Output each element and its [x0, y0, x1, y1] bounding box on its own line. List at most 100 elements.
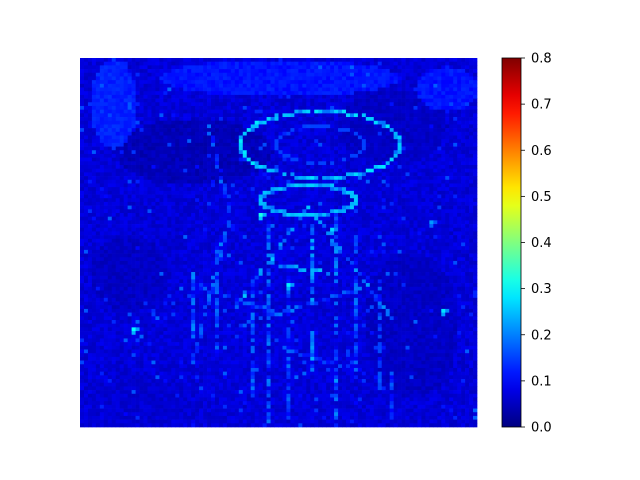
heatmap-cell: [111, 102, 117, 107]
heatmap-cell: [207, 205, 212, 210]
heatmap-cell: [87, 91, 93, 96]
heatmap-cell: [199, 135, 204, 140]
heatmap-cell: [397, 172, 402, 177]
heatmap-cell: [286, 65, 291, 70]
heatmap-cell: [139, 194, 144, 199]
heatmap-cell: [417, 150, 422, 155]
heatmap-cell: [211, 235, 216, 240]
heatmap-cell: [80, 238, 85, 243]
heatmap-cell: [91, 176, 97, 181]
heatmap-cell: [187, 105, 192, 111]
heatmap-cell: [175, 168, 180, 173]
heatmap-cell: [151, 212, 156, 218]
heatmap-cell: [163, 165, 168, 170]
heatmap-cell: [357, 194, 363, 199]
heatmap-cell: [469, 216, 474, 221]
heatmap-cell: [175, 72, 180, 77]
heatmap-cell: [218, 146, 224, 151]
heatmap-cell: [449, 157, 454, 162]
heatmap-cell: [393, 194, 398, 199]
heatmap-cell: [195, 117, 200, 122]
heatmap-cell: [159, 235, 164, 240]
heatmap-cell: [437, 124, 442, 129]
heatmap-cell: [242, 98, 248, 103]
heatmap-cell: [167, 105, 172, 111]
heatmap-cell: [294, 109, 299, 114]
heatmap-cell: [465, 165, 470, 170]
heatmap-cell: [139, 72, 144, 77]
heatmap-cell: [433, 80, 438, 85]
heatmap-cell: [326, 113, 331, 118]
heatmap-cell: [385, 183, 391, 188]
heatmap-cell: [306, 91, 311, 96]
heatmap-cell: [469, 212, 474, 218]
heatmap-cell: [401, 91, 406, 96]
heatmap-cell: [159, 190, 164, 195]
heatmap-cell: [107, 201, 113, 206]
heatmap-cell: [230, 179, 236, 184]
heatmap-cell: [199, 120, 204, 125]
heatmap-cell: [159, 58, 164, 63]
heatmap-cell: [207, 238, 212, 243]
heatmap-cell: [119, 61, 125, 66]
heatmap-cell: [270, 139, 275, 144]
heatmap-cell: [373, 190, 379, 195]
heatmap-cell: [203, 131, 208, 136]
heatmap-cell: [107, 235, 113, 240]
heatmap-cell: [139, 190, 144, 195]
heatmap-cell: [175, 238, 180, 243]
heatmap-cell: [250, 150, 256, 155]
heatmap-cell: [342, 183, 347, 188]
heatmap-cell: [270, 128, 275, 133]
heatmap-cell: [377, 231, 383, 236]
heatmap-cell: [389, 80, 394, 85]
heatmap-cell: [413, 168, 418, 173]
heatmap-cell: [397, 216, 402, 221]
heatmap-cell: [413, 235, 418, 240]
heatmap-cell: [83, 128, 89, 133]
heatmap-cell: [302, 102, 307, 107]
heatmap-cell: [131, 98, 136, 103]
heatmap-cell: [334, 69, 339, 74]
heatmap-cell: [413, 201, 418, 206]
heatmap-cell: [131, 72, 136, 77]
heatmap-cell: [282, 87, 287, 92]
heatmap-cell: [342, 98, 347, 103]
heatmap-cell: [425, 220, 430, 225]
heatmap-cell: [445, 150, 450, 155]
heatmap-cell: [318, 76, 323, 81]
heatmap-cell: [274, 135, 279, 140]
heatmap-cell: [258, 212, 263, 218]
heatmap-cell: [195, 139, 200, 144]
heatmap-cell: [290, 201, 295, 206]
heatmap-cell: [211, 224, 216, 229]
heatmap-cell: [445, 61, 450, 66]
heatmap-cell: [377, 131, 383, 136]
heatmap-cell: [171, 135, 176, 140]
heatmap-cell: [457, 220, 462, 225]
heatmap-cell: [199, 161, 204, 166]
heatmap-cell: [171, 168, 176, 173]
heatmap-cell: [246, 98, 252, 103]
heatmap-cell: [250, 102, 256, 107]
heatmap-cell: [469, 187, 474, 192]
heatmap-cell: [103, 157, 109, 162]
heatmap-cell: [187, 139, 192, 144]
heatmap-cell: [250, 227, 256, 232]
heatmap-cell: [80, 109, 85, 114]
heatmap-cell: [91, 227, 97, 232]
heatmap-cell: [381, 135, 387, 140]
heatmap-cell: [338, 124, 343, 129]
heatmap-cell: [151, 224, 156, 229]
heatmap-cell: [167, 69, 172, 74]
heatmap-cell: [103, 80, 109, 85]
heatmap-cell: [250, 109, 256, 114]
heatmap-cell: [171, 187, 176, 192]
heatmap-cell: [179, 135, 184, 140]
heatmap-cell: [413, 109, 418, 114]
heatmap-cell: [330, 102, 335, 107]
heatmap-cell: [417, 172, 422, 177]
heatmap-cell: [238, 187, 244, 192]
heatmap-cell: [453, 146, 458, 151]
heatmap-cell: [330, 190, 335, 195]
